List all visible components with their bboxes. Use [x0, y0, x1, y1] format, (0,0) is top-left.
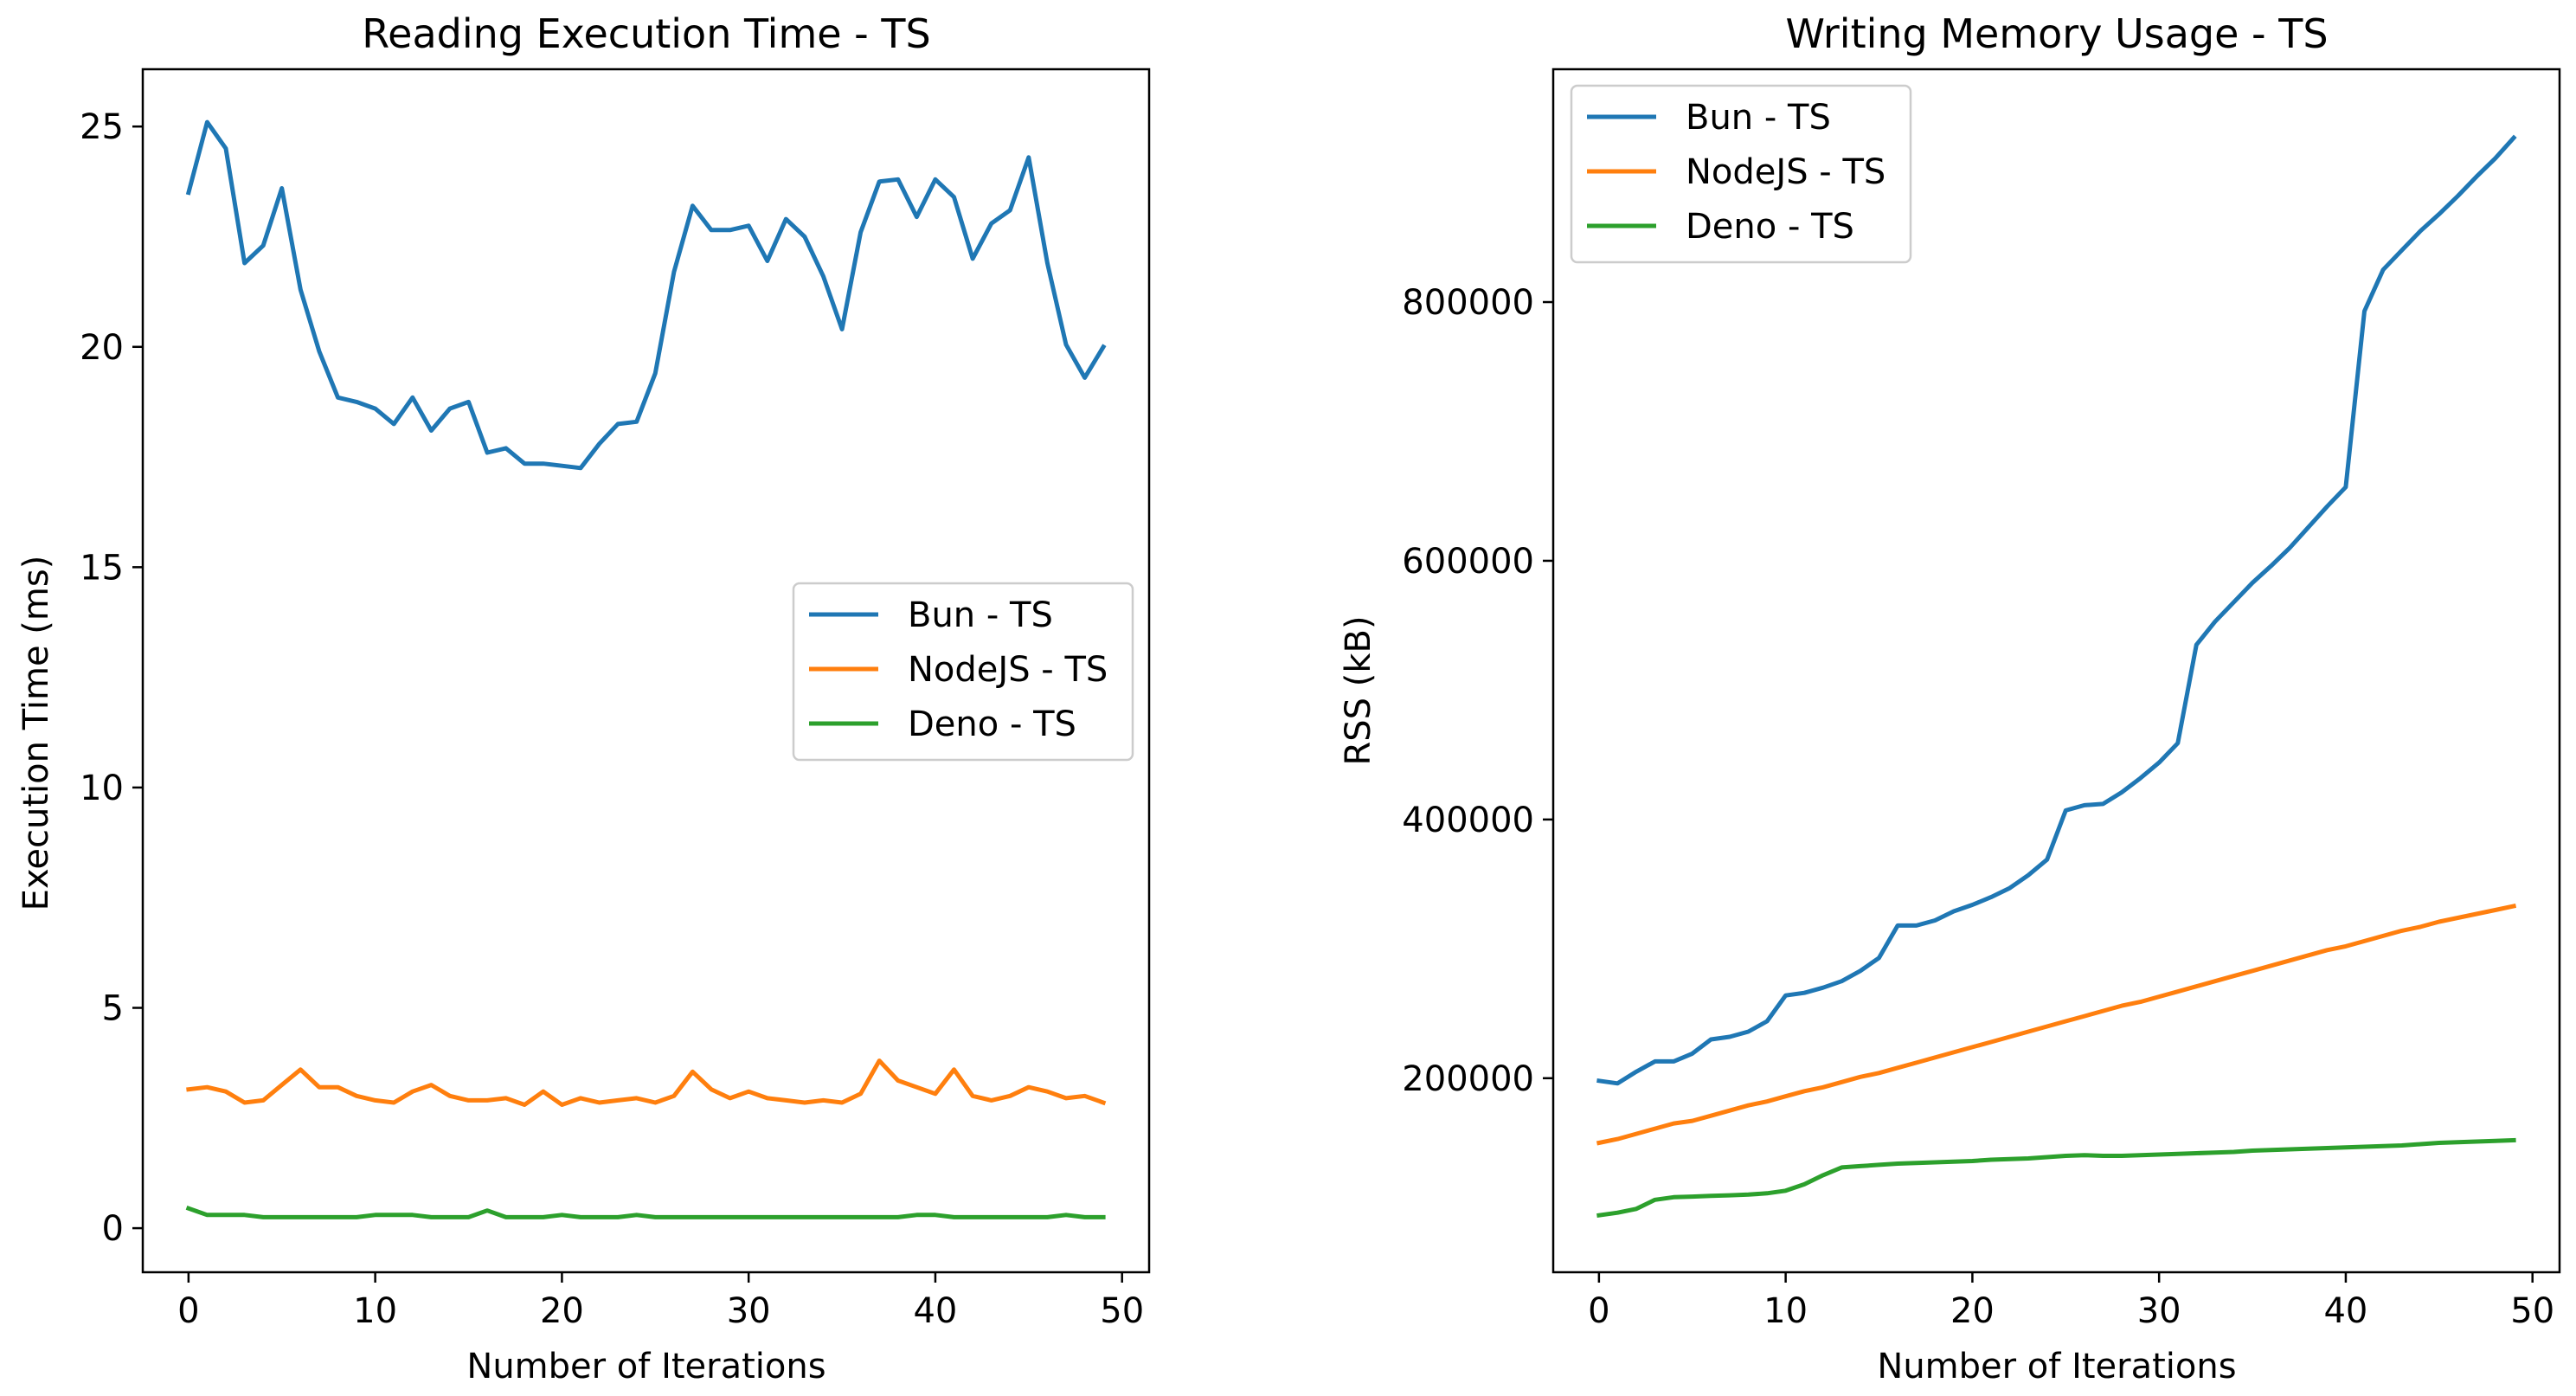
y-tick-label: 800000 [1402, 283, 1534, 323]
x-axis-label: Number of Iterations [1877, 1347, 2236, 1386]
plot-area [1596, 134, 2517, 1219]
x-tick-label: 30 [2137, 1291, 2181, 1331]
y-tick-label: 600000 [1402, 542, 1534, 582]
series-line-bun-ts [185, 119, 1107, 471]
x-tick-label: 10 [1763, 1291, 1808, 1331]
legend-box [1570, 84, 1912, 264]
y-tick-label: 15 [80, 548, 124, 588]
chart-reading-execution-time: Reading Execution Time - TS 0 10 20 30 40 50 … [16, 10, 1151, 1386]
x-tick-label: 0 [177, 1291, 199, 1331]
y-tick-label: 0 [102, 1209, 124, 1249]
legend: Bun - TS NodeJS - TS Deno - TS [792, 582, 1134, 762]
y-tick-label: 400000 [1402, 801, 1534, 840]
x-axis: 0 10 20 30 40 50 [1588, 1272, 2554, 1331]
x-tick-label: 20 [1950, 1291, 1995, 1331]
x-tick-label: 40 [913, 1291, 957, 1331]
x-tick-label: 40 [2323, 1291, 2367, 1331]
chart-writing-memory-usage: Writing Memory Usage - TS 0 10 20 30 40 50 20… [1339, 10, 2561, 1386]
legend-label-deno-ts: Deno - TS [908, 704, 1076, 744]
y-tick-label: 25 [80, 107, 124, 147]
y-axis-label: Execution Time (ms) [16, 556, 56, 911]
series-line-bun-ts [1596, 134, 2517, 1086]
x-tick-label: 50 [2510, 1291, 2554, 1331]
x-axis: 0 10 20 30 40 50 [177, 1272, 1144, 1331]
series-line-nodejs-ts [1596, 904, 2517, 1146]
chart-title: Reading Execution Time - TS [362, 10, 930, 57]
series-line-deno-ts [185, 1206, 1106, 1219]
legend-label-nodejs-ts: NodeJS - TS [1686, 152, 1885, 192]
legend-label-bun-ts: Bun - TS [908, 595, 1053, 635]
y-tick-label: 5 [102, 989, 124, 1029]
legend-label-nodejs-ts: NodeJS - TS [908, 650, 1108, 690]
y-axis: 200000 400000 600000 800000 [1402, 283, 1553, 1099]
legend-label-bun-ts: Bun - TS [1686, 98, 1831, 138]
legend-box [792, 582, 1134, 762]
y-tick-label: 20 [80, 328, 124, 368]
axes-frame [1551, 68, 2561, 1274]
x-tick-label: 10 [353, 1291, 397, 1331]
x-tick-label: 0 [1588, 1291, 1609, 1331]
x-axis-label: Number of Iterations [466, 1347, 825, 1386]
plot-area [185, 119, 1107, 1219]
y-axis: 0 5 10 15 20 25 [80, 107, 143, 1249]
legend-label-deno-ts: Deno - TS [1686, 207, 1854, 247]
series-line-deno-ts [1596, 1137, 2516, 1219]
x-tick-label: 30 [727, 1291, 771, 1331]
y-tick-label: 10 [80, 769, 124, 808]
x-tick-label: 20 [540, 1291, 584, 1331]
legend: Bun - TS NodeJS - TS Deno - TS [1570, 84, 1912, 264]
series-line-nodejs-ts [186, 1058, 1107, 1107]
x-tick-label: 50 [1100, 1291, 1144, 1331]
chart-title: Writing Memory Usage - TS [1785, 10, 2328, 57]
y-tick-label: 200000 [1402, 1059, 1534, 1099]
y-axis-label: RSS (kB) [1339, 615, 1378, 765]
axes-frame [141, 68, 1151, 1274]
